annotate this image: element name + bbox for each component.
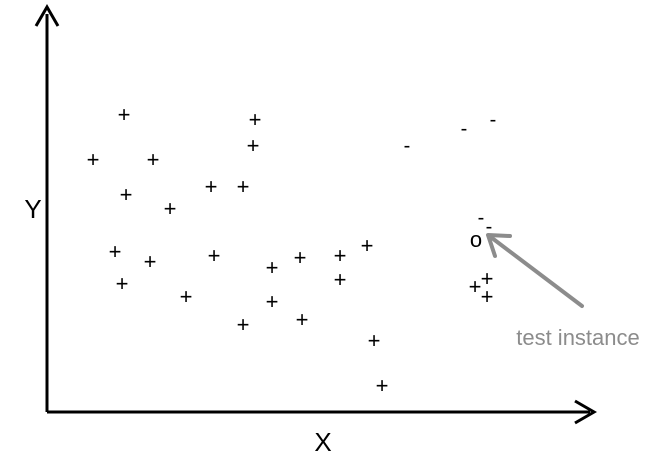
- plus-point: +: [334, 267, 347, 292]
- plus-point: +: [87, 147, 100, 172]
- plus-point: +: [376, 373, 389, 398]
- plus-point: +: [368, 328, 381, 353]
- plus-point: +: [147, 147, 160, 172]
- y-axis-arrowhead: [34, 4, 60, 27]
- annotation-label: test instance: [516, 325, 640, 350]
- plus-point: +: [116, 271, 129, 296]
- y-axis-label: Y: [24, 194, 41, 224]
- plus-point: +: [361, 233, 374, 258]
- plus-point: +: [164, 196, 177, 221]
- x-axis-arrowhead: [574, 399, 597, 425]
- x-axis-label: X: [314, 427, 331, 457]
- plus-point: +: [266, 289, 279, 314]
- plus-point: +: [205, 174, 218, 199]
- plus-point: +: [469, 274, 482, 299]
- plus-point: +: [481, 266, 494, 291]
- test-instance-annotation: test instance: [486, 233, 640, 350]
- plus-point: +: [249, 107, 262, 132]
- minus-point: -: [404, 135, 411, 157]
- plus-point: +: [237, 174, 250, 199]
- plus-point: +: [334, 243, 347, 268]
- plus-point: +: [266, 255, 279, 280]
- plus-point: +: [180, 284, 193, 309]
- plus-point: +: [247, 133, 260, 158]
- minus-point: -: [478, 207, 485, 229]
- plus-point: +: [144, 249, 157, 274]
- plus-point: +: [481, 284, 494, 309]
- plus-point: +: [208, 243, 221, 268]
- data-marks: + ++ +++ + +++ + + + + + ++++++ +++++ +-- -- -o: [87, 102, 497, 398]
- minus-point: -: [461, 118, 468, 140]
- annotation-arrow-head: [486, 233, 512, 258]
- plus-point: +: [109, 239, 122, 264]
- plus-point: +: [118, 102, 131, 127]
- minus-point: -: [486, 216, 493, 238]
- plus-point: +: [294, 245, 307, 270]
- test-instance-point: o: [470, 227, 482, 252]
- annotation-arrow-shaft: [490, 236, 584, 308]
- plus-point: +: [296, 307, 309, 332]
- plus-point: +: [237, 312, 250, 337]
- plus-point: +: [120, 182, 133, 207]
- minus-point: -: [490, 109, 497, 131]
